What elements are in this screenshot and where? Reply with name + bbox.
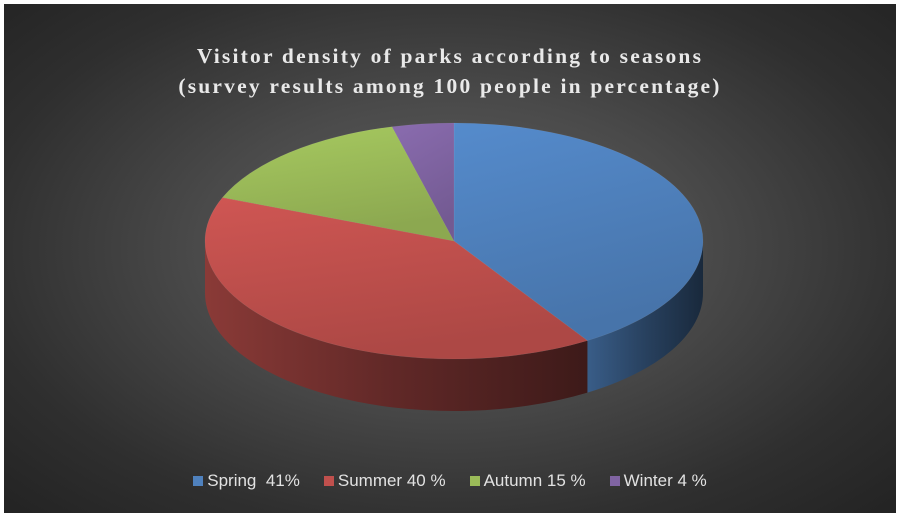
legend-item-spring: Spring 41%: [193, 471, 300, 491]
legend-swatch-winter: [609, 476, 620, 486]
pie-slice-spring: [453, 122, 704, 341]
legend: Spring 41% Summer 40 % Autumn 15 % Winte…: [4, 471, 896, 491]
pie-side-summer: [205, 241, 588, 411]
legend-swatch-spring: [193, 476, 204, 486]
legend-label-spring: Spring 41%: [207, 471, 300, 490]
legend-swatch-summer: [323, 476, 334, 486]
pie-side-spring: [587, 241, 703, 393]
pie-side-walls: [205, 241, 703, 411]
legend-label-autumn: Autumn 15 %: [483, 471, 586, 490]
legend-item-summer: Summer 40 %: [323, 471, 446, 491]
legend-label-summer: Summer 40 %: [337, 471, 446, 490]
pie-slice-summer: [204, 197, 589, 360]
pie-chart: [204, 122, 704, 411]
chart-area: Visitor density of parks according to se…: [4, 4, 896, 513]
pie-slice-autumn: [221, 126, 455, 242]
pie-top-faces: [204, 122, 704, 360]
chart-title-line-2: (survey results among 100 people in perc…: [178, 74, 722, 98]
pie-slice-winter: [391, 122, 455, 242]
legend-item-autumn: Autumn 15 %: [469, 471, 586, 491]
legend-label-winter: Winter 4 %: [623, 471, 707, 490]
chart-title-line-1: Visitor density of parks according to se…: [196, 44, 704, 68]
legend-swatch-autumn: [469, 476, 480, 486]
legend-item-winter: Winter 4 %: [609, 471, 707, 491]
